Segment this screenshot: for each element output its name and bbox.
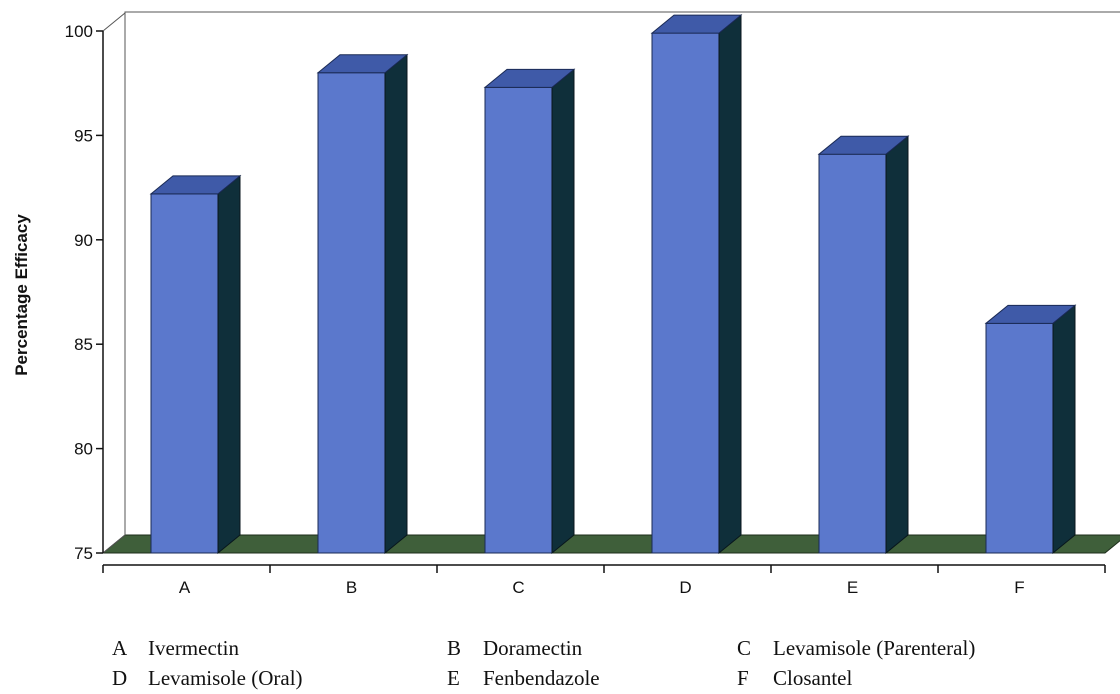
bar-front <box>150 193 219 554</box>
y-tick-label: 95 <box>74 126 93 145</box>
bar-side <box>384 53 408 555</box>
bar-c <box>483 68 576 555</box>
bar-side <box>718 14 742 555</box>
bar-top <box>817 135 910 155</box>
legend-letter: A <box>112 636 128 660</box>
legend-item-c: C Levamisole (Parenteral) <box>737 636 975 661</box>
bars <box>149 14 1077 555</box>
legend-name: Levamisole (Oral) <box>148 666 303 690</box>
chart-back-wall <box>102 11 1120 554</box>
wall-corner <box>102 12 126 32</box>
bar-chart: 75 80 85 90 95 100 A B C D E F Percentage Efficacy <box>12 11 1120 597</box>
legend-item-a: A Ivermectin <box>112 636 239 661</box>
legend-letter: E <box>447 666 460 690</box>
y-tick-label: 90 <box>74 231 93 250</box>
bar-side <box>217 174 241 555</box>
bar-front <box>484 86 553 554</box>
bar-front <box>985 322 1054 554</box>
bar-side <box>551 68 575 555</box>
x-tick-label: A <box>179 578 191 597</box>
legend-letter: C <box>737 636 752 660</box>
x-tick-label: D <box>679 578 691 597</box>
bar-side <box>1052 304 1076 555</box>
bar-f <box>984 304 1077 555</box>
y-tick-label: 80 <box>74 440 93 459</box>
bar-e <box>817 135 910 555</box>
x-tick-label: B <box>346 578 357 597</box>
legend-name: Levamisole (Parenteral) <box>773 636 976 660</box>
legend-name: Doramectin <box>483 636 583 660</box>
chart-floor <box>101 534 1120 554</box>
legend-letter: F <box>737 666 749 690</box>
y-tick-label: 75 <box>74 544 93 563</box>
y-tick-label: 85 <box>74 335 93 354</box>
y-axis-label: Percentage Efficacy <box>12 214 31 376</box>
bar-front <box>818 153 887 554</box>
bar-a <box>149 174 242 555</box>
legend-letter: D <box>112 666 128 690</box>
bar-top <box>984 304 1077 324</box>
x-tick-label: E <box>847 578 858 597</box>
bar-top <box>483 68 576 88</box>
x-tick-label: F <box>1014 578 1024 597</box>
legend-item-b: B Doramectin <box>447 636 582 661</box>
bar-b <box>316 53 409 555</box>
bar-front <box>317 72 386 554</box>
legend-letter: B <box>447 636 462 660</box>
bar-top <box>316 54 409 74</box>
bar-top <box>149 175 242 195</box>
legend-item-d: D Levamisole (Oral) <box>112 666 303 691</box>
legend-item-e: E Fenbendazole <box>447 666 600 691</box>
x-axis: A B C D E F <box>102 564 1106 597</box>
floor-plane <box>101 534 1120 554</box>
bar-top <box>650 14 743 34</box>
x-tick-label: C <box>512 578 524 597</box>
bar-front <box>651 32 720 554</box>
bar-side <box>885 135 909 555</box>
wall-outline <box>102 11 1120 554</box>
bar-d <box>650 14 743 555</box>
y-axis: 75 80 85 90 95 100 <box>65 22 104 563</box>
legend-name: Closantel <box>773 666 853 690</box>
y-tick-label: 100 <box>65 22 93 41</box>
legend-name: Fenbendazole <box>483 666 600 690</box>
legend-name: Ivermectin <box>148 636 239 660</box>
legend-item-f: F Closantel <box>737 666 852 691</box>
legend: A Ivermectin B Doramectin C Levamisole (Par… <box>0 628 1120 694</box>
